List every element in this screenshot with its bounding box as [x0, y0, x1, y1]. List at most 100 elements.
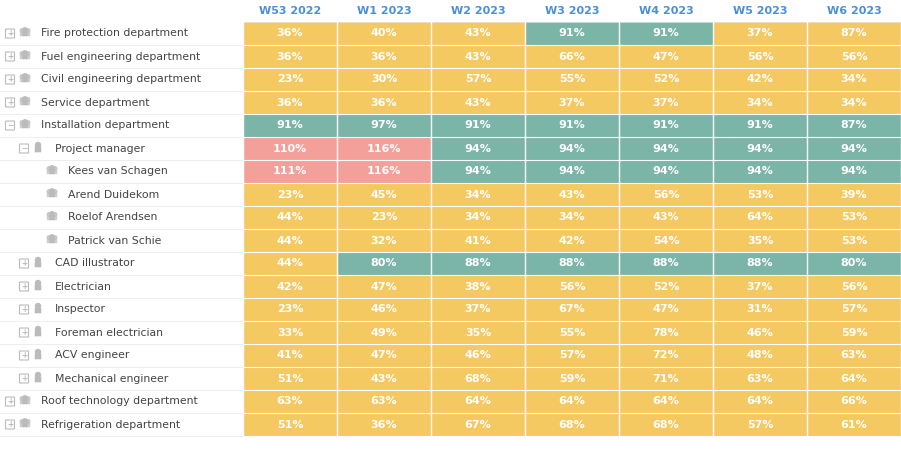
Circle shape [35, 143, 41, 147]
Text: 33%: 33% [277, 327, 304, 337]
FancyBboxPatch shape [20, 32, 24, 36]
Text: 72%: 72% [652, 350, 679, 360]
FancyBboxPatch shape [20, 282, 29, 291]
FancyBboxPatch shape [26, 78, 31, 82]
Text: 78%: 78% [652, 327, 679, 337]
Text: 44%: 44% [277, 212, 304, 222]
Bar [243, 183, 337, 206]
Text: ACV engineer: ACV engineer [55, 350, 130, 360]
Text: 63%: 63% [747, 373, 773, 383]
FancyBboxPatch shape [20, 259, 29, 268]
Text: Project manager: Project manager [55, 143, 145, 153]
Bar [713, 114, 807, 137]
Bar [807, 413, 901, 436]
Bar [807, 229, 901, 252]
Bar [619, 45, 713, 68]
Text: 47%: 47% [652, 304, 679, 314]
Text: Inspector: Inspector [55, 304, 106, 314]
Text: 116%: 116% [367, 166, 401, 176]
Text: 80%: 80% [370, 258, 397, 268]
Text: Refrigeration department: Refrigeration department [41, 419, 180, 429]
Circle shape [23, 51, 27, 55]
Text: 56%: 56% [652, 189, 679, 199]
FancyBboxPatch shape [5, 75, 14, 84]
Bar [243, 252, 337, 275]
Bar [807, 45, 901, 68]
Bar [619, 137, 713, 160]
Bar [619, 114, 713, 137]
Text: +: + [7, 52, 14, 61]
Text: 47%: 47% [370, 350, 397, 360]
Bar [431, 183, 525, 206]
Text: Electrician: Electrician [55, 281, 112, 291]
Bar [713, 22, 807, 45]
Bar [713, 160, 807, 183]
Bar [713, 298, 807, 321]
Bar [337, 298, 431, 321]
Text: 51%: 51% [277, 419, 304, 429]
Circle shape [26, 52, 30, 55]
Bar [337, 413, 431, 436]
Text: +: + [21, 305, 27, 314]
Text: W6 2023: W6 2023 [826, 6, 881, 16]
Text: 43%: 43% [652, 212, 679, 222]
Text: 36%: 36% [370, 419, 397, 429]
Bar [243, 367, 337, 390]
Circle shape [35, 350, 41, 354]
Text: 47%: 47% [652, 51, 679, 61]
Circle shape [53, 190, 57, 193]
Circle shape [23, 74, 27, 78]
Bar [337, 137, 431, 160]
Circle shape [35, 281, 41, 285]
Text: 46%: 46% [465, 350, 491, 360]
FancyBboxPatch shape [50, 215, 55, 220]
Circle shape [50, 212, 54, 216]
Bar [713, 91, 807, 114]
Text: 91%: 91% [465, 120, 491, 130]
FancyBboxPatch shape [26, 32, 31, 36]
FancyBboxPatch shape [23, 123, 28, 128]
Text: 23%: 23% [277, 74, 304, 84]
Text: 37%: 37% [652, 97, 679, 107]
Bar [525, 344, 619, 367]
Bar [0, 321, 243, 344]
FancyBboxPatch shape [35, 285, 41, 290]
Text: W4 2023: W4 2023 [639, 6, 694, 16]
Bar [243, 206, 337, 229]
Bar [619, 252, 713, 275]
Text: +: + [21, 259, 27, 268]
Text: 57%: 57% [841, 304, 868, 314]
Bar [619, 206, 713, 229]
Bar [713, 45, 807, 68]
Bar [431, 229, 525, 252]
Text: 51%: 51% [277, 373, 304, 383]
Text: 88%: 88% [652, 258, 679, 268]
Text: 94%: 94% [747, 166, 773, 176]
Text: +: + [21, 374, 27, 383]
Bar [0, 229, 243, 252]
Bar [713, 229, 807, 252]
Text: 64%: 64% [747, 396, 773, 406]
FancyBboxPatch shape [47, 239, 51, 243]
Bar [0, 114, 243, 137]
Text: 23%: 23% [277, 189, 304, 199]
Bar [431, 137, 525, 160]
Text: Roelof Arendsen: Roelof Arendsen [68, 212, 158, 222]
Text: 46%: 46% [747, 327, 773, 337]
Text: 47%: 47% [370, 281, 397, 291]
Text: 35%: 35% [747, 235, 773, 245]
Bar [0, 160, 243, 183]
Text: 43%: 43% [465, 97, 491, 107]
Circle shape [23, 97, 27, 101]
Text: 57%: 57% [465, 74, 491, 84]
Bar [807, 321, 901, 344]
Bar [431, 22, 525, 45]
FancyBboxPatch shape [5, 397, 14, 406]
Text: 43%: 43% [465, 51, 491, 61]
Text: 37%: 37% [747, 28, 773, 38]
Bar [807, 390, 901, 413]
Bar [337, 390, 431, 413]
Text: 94%: 94% [559, 166, 586, 176]
Circle shape [26, 75, 30, 78]
Text: 36%: 36% [277, 28, 304, 38]
